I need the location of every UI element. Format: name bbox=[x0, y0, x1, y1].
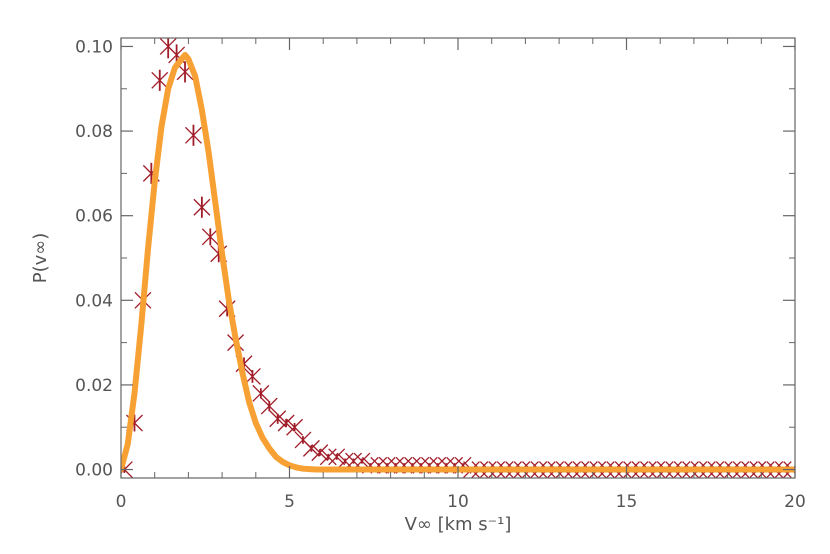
y-tick-label: 0.02 bbox=[75, 376, 113, 396]
data-point bbox=[201, 228, 219, 246]
data-point bbox=[353, 452, 371, 470]
y-tick-label: 0.00 bbox=[75, 461, 113, 481]
data-point bbox=[302, 439, 320, 457]
data-point bbox=[260, 397, 278, 415]
y-tick-label: 0.08 bbox=[75, 122, 113, 142]
x-tick-label: 10 bbox=[447, 492, 469, 512]
data-point bbox=[319, 448, 337, 466]
y-tick-label: 0.10 bbox=[75, 37, 113, 57]
data-point bbox=[252, 384, 270, 402]
data-point bbox=[336, 452, 354, 470]
model-curve bbox=[121, 51, 795, 473]
data-point bbox=[151, 69, 169, 91]
y-tick-label: 0.04 bbox=[75, 291, 113, 311]
y-tick-label: 0.06 bbox=[75, 207, 113, 227]
data-point bbox=[277, 414, 295, 432]
data-point bbox=[286, 418, 304, 436]
data-point bbox=[311, 444, 329, 462]
x-tick-label: 0 bbox=[116, 492, 127, 512]
plot-layer bbox=[121, 38, 795, 478]
x-axis-label: V∞ [km s⁻¹] bbox=[405, 514, 512, 535]
y-axis-label: P(v∞) bbox=[30, 233, 51, 284]
x-tick-label: 15 bbox=[616, 492, 638, 512]
x-tick-label: 20 bbox=[784, 492, 806, 512]
data-point bbox=[269, 410, 287, 428]
x-tick-label: 5 bbox=[284, 492, 295, 512]
data-point bbox=[193, 196, 211, 218]
data-point bbox=[184, 124, 202, 146]
data-point bbox=[345, 452, 362, 470]
data-point bbox=[328, 448, 346, 466]
axis-ticks: 0 5 10 15 20 0.00 0.02 0.04 0.06 0.08 0.10 bbox=[75, 37, 806, 512]
